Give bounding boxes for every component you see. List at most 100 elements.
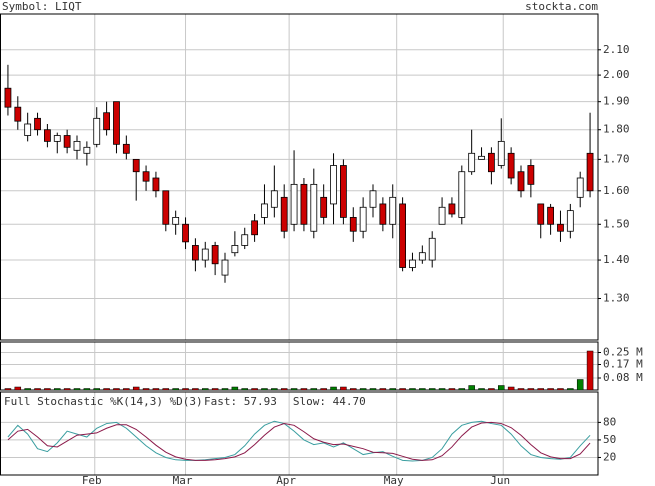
candle-body xyxy=(339,165,347,218)
volume-bar xyxy=(73,388,81,391)
candle-body xyxy=(14,106,22,122)
stochastic-line xyxy=(7,421,591,461)
volume-bar xyxy=(389,388,396,391)
volume-bar xyxy=(340,386,347,391)
legend-entry: Slow: 44.70 xyxy=(293,395,366,408)
volume-bar xyxy=(468,385,475,391)
candle-body xyxy=(103,112,110,131)
volume-bar xyxy=(103,388,110,391)
volume-bar xyxy=(567,388,574,391)
candle-body xyxy=(507,152,515,179)
candle-body xyxy=(83,146,91,154)
volume-bar xyxy=(557,388,564,391)
volume-bar xyxy=(182,388,189,391)
candle-body xyxy=(231,245,239,254)
y-tick-label: 0.25 M xyxy=(603,346,643,359)
candle-body xyxy=(448,203,456,215)
volume-bar xyxy=(152,388,160,391)
candle-body xyxy=(428,237,436,261)
candle-body xyxy=(93,117,101,145)
x-tick-label: Mar xyxy=(173,474,193,486)
volume-bar xyxy=(192,388,199,391)
y-tick-label: 1.80 xyxy=(603,123,630,136)
candle-body xyxy=(63,135,71,148)
volume-bar xyxy=(320,388,327,391)
volume-bar xyxy=(142,388,150,391)
candle-body xyxy=(557,223,564,232)
volume-bar xyxy=(458,388,466,391)
y-tick-label: 1.30 xyxy=(603,291,630,304)
candle-body xyxy=(122,143,130,154)
volume-bar xyxy=(231,386,239,391)
candle-body xyxy=(142,171,150,182)
legend-entry: Fast: 57.93 xyxy=(204,395,277,408)
candle-body xyxy=(468,152,476,173)
volume-bar xyxy=(280,388,288,391)
candle-body xyxy=(211,245,219,265)
y-tick-label: 1.40 xyxy=(603,253,630,266)
candle-body xyxy=(290,183,298,225)
candle-body xyxy=(201,248,209,261)
candle-body xyxy=(527,165,535,185)
panel-title: Full Stochastic %K(14,3) %D(3) xyxy=(4,395,203,408)
candle-body xyxy=(53,135,61,142)
volume-bar xyxy=(14,386,22,391)
candle-body xyxy=(359,206,367,232)
volume-bar xyxy=(428,388,436,391)
volume-bar xyxy=(586,350,594,391)
candle-body xyxy=(73,140,81,151)
candle-body xyxy=(241,234,249,246)
x-tick-label: Apr xyxy=(276,474,296,486)
candle-body xyxy=(320,196,328,218)
y-tick-label: 20 xyxy=(603,450,616,463)
volume-bar xyxy=(498,385,505,391)
volume-bar xyxy=(93,388,100,391)
volume-bar xyxy=(488,388,495,391)
chart-title: Symbol: LIQT xyxy=(2,0,82,13)
candle-body xyxy=(261,203,268,218)
candle-body xyxy=(310,183,318,232)
x-tick-label: May xyxy=(384,474,404,486)
candle-body xyxy=(379,203,387,225)
candle-body xyxy=(478,155,485,160)
candle-body xyxy=(399,203,407,268)
volume-bar xyxy=(527,388,535,391)
volume-bar xyxy=(517,388,525,391)
volume-bar xyxy=(290,388,298,391)
volume-bar xyxy=(537,388,544,391)
volume-bar xyxy=(330,386,337,391)
volume-bar xyxy=(399,388,406,391)
volume-bar xyxy=(211,388,219,391)
volume-bar xyxy=(261,388,268,391)
volume-bar xyxy=(448,388,456,391)
candle-body xyxy=(270,190,278,208)
candle-body xyxy=(330,165,337,205)
candle-body xyxy=(487,152,495,173)
candle-body xyxy=(113,101,120,145)
candle-body xyxy=(586,152,594,192)
candle-body xyxy=(4,87,12,108)
candle-body xyxy=(576,177,584,198)
volume-bar xyxy=(547,388,554,391)
volume-bar xyxy=(507,386,515,391)
candle-body xyxy=(537,203,545,225)
candle-body xyxy=(152,177,160,192)
candle-body xyxy=(369,190,377,208)
volume-bar xyxy=(24,388,31,391)
volume-bar xyxy=(300,388,308,391)
volume-bar xyxy=(438,388,446,391)
volume-bar xyxy=(34,388,41,391)
candle-body xyxy=(566,210,574,232)
y-tick-label: 1.50 xyxy=(603,217,630,230)
y-tick-label: 1.60 xyxy=(603,184,630,197)
y-tick-label: 1.90 xyxy=(603,95,630,108)
x-tick-label: Feb xyxy=(82,474,102,486)
candle-body xyxy=(300,183,308,225)
candle-body xyxy=(221,259,229,276)
volume-bar xyxy=(162,388,170,391)
panel-frame xyxy=(0,13,599,341)
volume-bar xyxy=(221,388,229,391)
candle-body xyxy=(497,140,505,166)
candle-body xyxy=(24,123,32,136)
